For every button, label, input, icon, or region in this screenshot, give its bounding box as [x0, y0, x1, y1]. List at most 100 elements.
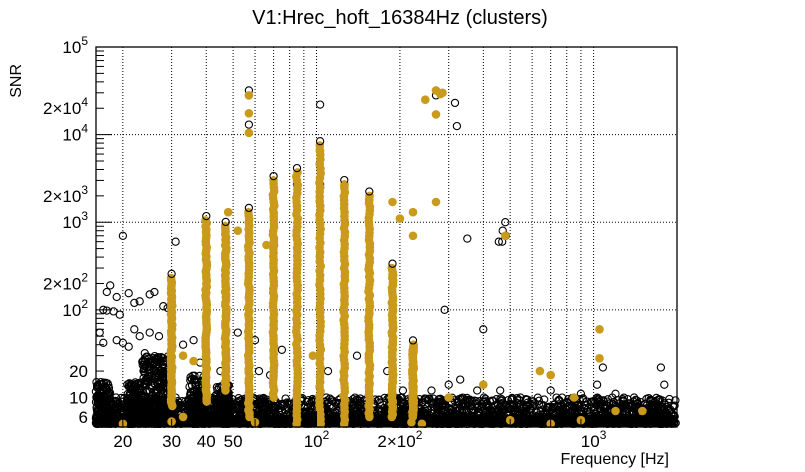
noise-point [144, 395, 153, 405]
selected-cluster-point [546, 370, 555, 380]
cluster-point [145, 328, 154, 337]
selected-cluster-point [407, 418, 416, 427]
noise-point [233, 403, 242, 413]
noise-point [193, 402, 203, 412]
points-layer [91, 86, 680, 429]
selected-cluster-point [189, 356, 198, 366]
noise-point [212, 392, 221, 402]
noise-point [650, 397, 659, 407]
cluster-point [365, 187, 374, 196]
cluster-point [106, 281, 115, 290]
chart-title: V1:Hrec_hoft_16384Hz (clusters) [252, 7, 548, 29]
noise-point [488, 407, 497, 416]
cluster-point [463, 234, 472, 243]
cluster-point [450, 98, 460, 108]
cluster-point [315, 137, 325, 146]
selected-cluster-point [365, 195, 374, 205]
cluster-point [501, 218, 510, 227]
cluster-point [352, 351, 362, 360]
cluster-point [124, 289, 133, 298]
selected-cluster-point [269, 176, 278, 185]
selected-cluster-point [315, 146, 325, 156]
selected-cluster-point [178, 412, 188, 422]
noise-point [516, 400, 525, 409]
selected-cluster-point [262, 240, 271, 250]
noise-point [125, 397, 134, 406]
noise-point [624, 404, 633, 414]
noise-point [218, 404, 227, 413]
selected-cluster-point [388, 197, 397, 207]
selected-cluster-point [417, 419, 427, 429]
noise-point [451, 404, 461, 414]
ticks-layer [96, 46, 678, 427]
cluster-point [292, 163, 302, 173]
noise-point [352, 406, 362, 415]
x-tick-label: 20 [113, 432, 132, 451]
noise-point [192, 392, 201, 401]
noise-point [185, 382, 194, 391]
selected-cluster-point [569, 393, 579, 402]
cluster-point [124, 342, 133, 351]
noise-point [103, 385, 112, 395]
x-tick-label: 102 [304, 428, 330, 451]
noise-point [159, 372, 168, 382]
cluster-point [388, 259, 397, 268]
cluster-point [233, 328, 242, 337]
cluster-point [656, 363, 666, 372]
x-tick-label: 30 [162, 432, 181, 451]
noise-point [576, 407, 586, 416]
cluster-point [244, 120, 254, 129]
noise-point [591, 398, 600, 407]
cluster-point [629, 393, 639, 402]
noise-point [152, 398, 161, 407]
selected-cluster-point [233, 226, 243, 235]
selected-cluster-point [223, 207, 233, 217]
cluster-point [496, 386, 505, 395]
noise-point [92, 392, 102, 401]
noise-point [527, 396, 536, 405]
cluster-point [154, 354, 164, 363]
noise-point [664, 398, 673, 407]
cluster-point [145, 290, 154, 299]
cluster-point [244, 203, 254, 213]
cluster-point [277, 345, 287, 354]
noise-point [496, 394, 505, 403]
noise-point [420, 394, 429, 403]
selected-cluster-point [244, 109, 254, 118]
noise-point [261, 403, 271, 412]
selected-cluster-point [244, 91, 254, 100]
selected-cluster-point [408, 231, 418, 241]
noise-point [647, 404, 656, 413]
noise-point [195, 401, 205, 411]
noise-point [255, 394, 264, 403]
cluster-point [112, 292, 121, 302]
cluster-point [95, 328, 104, 337]
noise-point [103, 379, 112, 388]
noise-point [126, 389, 135, 398]
noise-point [472, 402, 482, 412]
selected-cluster-point [611, 406, 620, 416]
noise-point [399, 398, 408, 407]
cluster-point [452, 121, 462, 131]
cluster-point [315, 100, 325, 109]
cluster-point [159, 302, 168, 311]
noise-floor-band [97, 415, 676, 426]
y-tick-label: 10 [69, 388, 88, 407]
noise-point [456, 402, 466, 411]
noise-point [133, 405, 143, 414]
selected-cluster-point [365, 266, 374, 276]
selected-cluster-point [431, 197, 441, 207]
selected-cluster-point [395, 214, 405, 223]
selected-cluster-point [308, 351, 318, 361]
noise-point [97, 379, 106, 389]
noise-point [380, 403, 389, 413]
noise-point [507, 395, 516, 404]
cluster-point [494, 237, 503, 246]
cluster-point [109, 307, 118, 316]
noise-point [353, 395, 362, 404]
y-axis-label: SNR [8, 64, 25, 98]
selected-cluster-point [340, 181, 349, 191]
selected-cluster-point [421, 95, 430, 104]
noise-point [498, 402, 507, 411]
